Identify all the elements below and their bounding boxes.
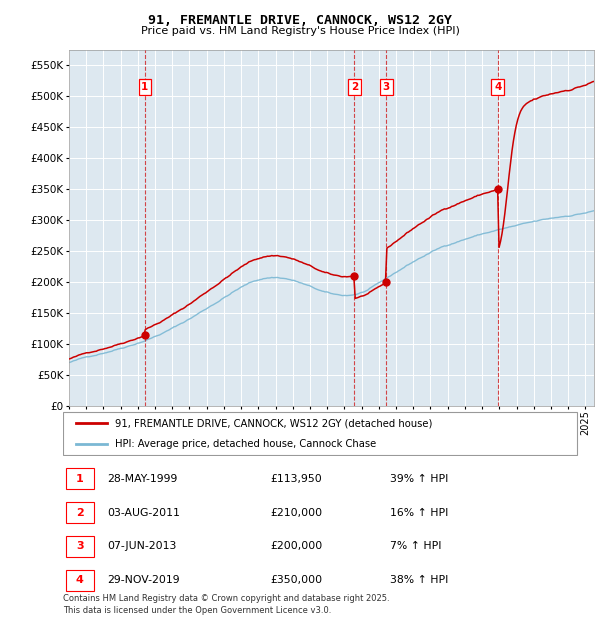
Text: 2: 2 <box>351 82 358 92</box>
Text: 39% ↑ HPI: 39% ↑ HPI <box>390 474 448 484</box>
Text: £350,000: £350,000 <box>271 575 323 585</box>
Text: 1: 1 <box>141 82 149 92</box>
Text: 4: 4 <box>76 575 84 585</box>
Text: 3: 3 <box>383 82 390 92</box>
Text: 03-AUG-2011: 03-AUG-2011 <box>107 508 180 518</box>
Text: 1: 1 <box>76 474 84 484</box>
Text: 38% ↑ HPI: 38% ↑ HPI <box>390 575 448 585</box>
Text: 29-NOV-2019: 29-NOV-2019 <box>107 575 180 585</box>
Text: 91, FREMANTLE DRIVE, CANNOCK, WS12 2GY: 91, FREMANTLE DRIVE, CANNOCK, WS12 2GY <box>148 14 452 27</box>
Text: 3: 3 <box>76 541 83 551</box>
Text: £210,000: £210,000 <box>271 508 323 518</box>
Text: Price paid vs. HM Land Registry's House Price Index (HPI): Price paid vs. HM Land Registry's House … <box>140 26 460 36</box>
Text: 91, FREMANTLE DRIVE, CANNOCK, WS12 2GY (detached house): 91, FREMANTLE DRIVE, CANNOCK, WS12 2GY (… <box>115 418 432 428</box>
Text: £200,000: £200,000 <box>271 541 323 551</box>
Text: 7% ↑ HPI: 7% ↑ HPI <box>390 541 442 551</box>
FancyBboxPatch shape <box>65 468 94 489</box>
FancyBboxPatch shape <box>65 502 94 523</box>
Text: 2: 2 <box>76 508 84 518</box>
Text: 28-MAY-1999: 28-MAY-1999 <box>107 474 178 484</box>
Text: HPI: Average price, detached house, Cannock Chase: HPI: Average price, detached house, Cann… <box>115 438 376 449</box>
Text: 16% ↑ HPI: 16% ↑ HPI <box>390 508 448 518</box>
Text: Contains HM Land Registry data © Crown copyright and database right 2025.
This d: Contains HM Land Registry data © Crown c… <box>63 594 389 615</box>
FancyBboxPatch shape <box>63 412 577 455</box>
Text: 07-JUN-2013: 07-JUN-2013 <box>107 541 176 551</box>
FancyBboxPatch shape <box>65 536 94 557</box>
Text: 4: 4 <box>494 82 502 92</box>
FancyBboxPatch shape <box>65 570 94 591</box>
Text: £113,950: £113,950 <box>271 474 322 484</box>
